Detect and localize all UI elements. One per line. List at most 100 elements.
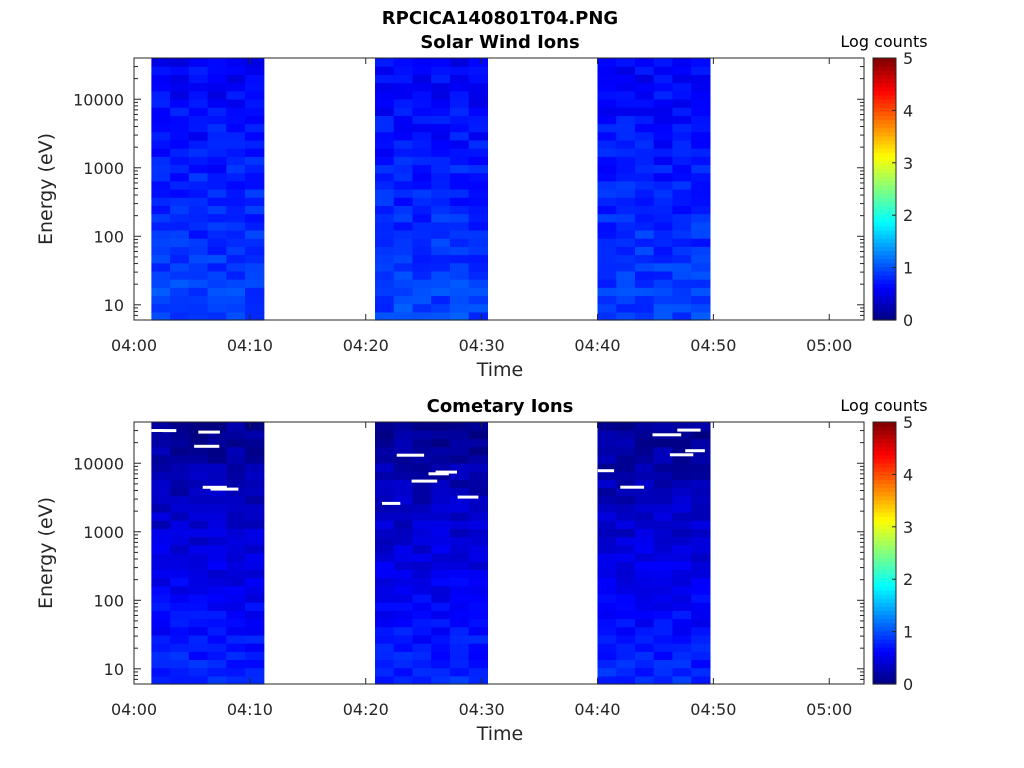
spectrogram-cell: [468, 651, 489, 661]
spectrogram-cell: [412, 471, 432, 480]
spectrogram-cell: [653, 66, 674, 75]
spectrogram-cell: [393, 303, 414, 313]
spectrogram-cell: [226, 139, 246, 149]
spectrogram-cell: [431, 246, 451, 256]
spectrogram-cell: [188, 254, 209, 264]
spectrogram-cell: [188, 131, 209, 141]
spectrogram-cell: [634, 634, 655, 644]
x-tick-label: 04:00: [111, 700, 157, 719]
spectrogram-cell: [449, 279, 470, 288]
spectrogram-cell: [207, 454, 227, 464]
spectrogram-cell: [393, 438, 414, 448]
spectrogram-cell: [170, 643, 190, 652]
spectrogram-cell: [226, 593, 246, 603]
spectrogram-cell: [207, 98, 227, 108]
colorbar-segment: [873, 139, 896, 145]
spectrogram-cell: [597, 471, 617, 480]
saturated-marker: [198, 430, 220, 434]
spectrogram-cell: [412, 438, 432, 448]
colorbar-segment: [873, 78, 896, 84]
spectrogram-cell: [616, 123, 636, 133]
spectrogram-cell: [188, 189, 209, 198]
spectrogram-cell: [151, 123, 171, 133]
spectrogram-cell: [449, 213, 470, 223]
spectrogram-cell: [634, 544, 655, 554]
spectrogram-cell: [170, 430, 190, 439]
spectrogram-cell: [170, 446, 190, 456]
spectrogram-cell: [226, 553, 246, 562]
spectrogram-cell: [616, 487, 636, 497]
spectrogram-cell: [375, 287, 395, 297]
spectrogram-cell: [468, 74, 489, 84]
spectrogram-cell: [634, 651, 655, 661]
spectrogram-cell: [597, 139, 617, 149]
spectrogram-cell: [170, 610, 190, 620]
saturated-marker: [202, 485, 227, 489]
colorbar-segment: [873, 82, 896, 88]
colorbar-segment: [873, 209, 896, 215]
spectrogram-cell: [449, 311, 470, 321]
spectrogram-cell: [672, 487, 692, 497]
spectrogram-cell: [151, 585, 171, 595]
spectrogram-cell: [431, 454, 451, 464]
spectrogram-cell: [226, 295, 246, 305]
spectrogram-cell: [412, 66, 432, 75]
spectrogram-cell: [375, 254, 395, 264]
spectrogram-cell: [207, 131, 227, 141]
colorbar-segment: [873, 213, 896, 219]
spectrogram-cell: [597, 479, 617, 489]
spectrogram-cell: [597, 602, 617, 611]
colorbar-segment: [873, 585, 896, 591]
spectrogram-cell: [616, 577, 636, 587]
spectrogram-cell: [412, 667, 432, 677]
spectrogram-cell: [151, 487, 171, 497]
spectrogram-cell: [691, 311, 711, 321]
spectrogram-cell: [151, 139, 171, 149]
spectrogram-cell: [634, 246, 655, 256]
spectrogram-cell: [226, 238, 246, 247]
spectrogram-cell: [151, 471, 171, 480]
spectrogram-cell: [468, 454, 489, 464]
spectrogram-cell: [245, 659, 265, 669]
spectrogram-cell: [431, 82, 451, 92]
spectrogram-cell: [245, 295, 265, 305]
spectrogram-cell: [468, 569, 489, 579]
spectrogram-cell: [170, 229, 190, 239]
spectrogram-cell: [691, 74, 711, 84]
spectrogram-cell: [207, 536, 227, 546]
spectrogram-cell: [375, 593, 395, 603]
spectrogram-cell: [151, 131, 171, 141]
spectrogram-cell: [151, 197, 171, 206]
colorbar: [872, 57, 897, 321]
spectrogram-cell: [207, 553, 227, 562]
spectrogram-cell: [616, 618, 636, 628]
spectrogram-cell: [170, 422, 190, 431]
spectrogram-cell: [412, 270, 432, 280]
spectrogram-cell: [634, 667, 655, 677]
saturated-marker: [685, 449, 705, 453]
spectrogram-cell: [616, 536, 636, 546]
spectrogram-cell: [634, 270, 655, 280]
spectrogram-cell: [672, 561, 692, 570]
colorbar-segment: [873, 532, 896, 538]
spectrogram-cell: [468, 659, 489, 669]
colorbar-segment: [873, 528, 896, 534]
spectrogram-cell: [188, 229, 209, 239]
colorbar-segment: [873, 86, 896, 92]
spectrogram-cell: [653, 172, 674, 182]
spectrogram-cell: [597, 287, 617, 297]
spectrogram-cell: [653, 561, 674, 570]
spectrogram-cell: [207, 659, 227, 669]
spectrogram-cell: [151, 544, 171, 554]
colorbar-segment: [873, 573, 896, 579]
spectrogram-cell: [170, 205, 190, 215]
spectrogram-cell: [691, 528, 711, 538]
spectrogram-cell: [207, 197, 227, 206]
spectrogram-cell: [188, 569, 209, 579]
spectrogram-cell: [691, 430, 711, 439]
spectrogram-cell: [151, 295, 171, 305]
spectrogram-cell: [634, 82, 655, 92]
spectrogram-cell: [597, 295, 617, 305]
spectrogram-cell: [151, 422, 171, 431]
spectrogram-cell: [597, 270, 617, 280]
